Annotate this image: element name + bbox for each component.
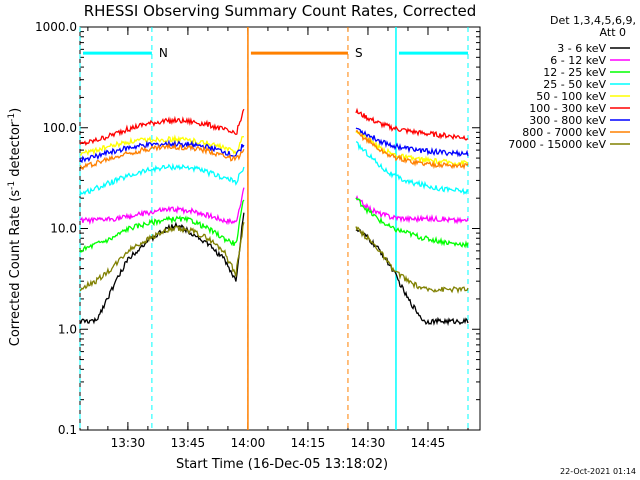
- x-tick-label: 14:15: [291, 436, 326, 450]
- series-line-4: [79, 134, 244, 157]
- series-line-3: [355, 141, 469, 196]
- y-tick-label: 10.0: [50, 222, 77, 236]
- y-tick-label: 1.0: [58, 322, 77, 336]
- y-tick-label: 0.1: [58, 423, 77, 437]
- legend-label: 100 - 300 keV: [529, 102, 606, 115]
- series-line-5: [355, 107, 469, 141]
- y-axis-label-main: Corrected Count Rate (s: [8, 190, 23, 347]
- legend-header-line2: Att 0: [600, 26, 626, 39]
- y-axis-label-exp1: -1: [7, 181, 17, 190]
- marker-label: N: [159, 46, 168, 60]
- series-line-5: [79, 108, 245, 147]
- series-line-8: [355, 226, 469, 295]
- series-line-3: [79, 162, 245, 197]
- series-line-6: [355, 127, 469, 158]
- legend-label: 50 - 100 keV: [536, 90, 606, 103]
- plot-area: 0.1 1.0 10.0 100.0 1000.0 13:30 13:45 14:00 14:1…: [35, 20, 481, 450]
- x-tick-label: 13:30: [111, 436, 146, 450]
- y-tick-label: 1000.0: [35, 20, 77, 34]
- series-line-7: [355, 129, 469, 170]
- y-axis-label-exp2: -1: [7, 113, 17, 122]
- legend-label: 3 - 6 keV: [557, 42, 606, 55]
- legend-label: 6 - 12 keV: [550, 54, 606, 67]
- series-line-7: [79, 142, 245, 171]
- y-axis-label-end: ): [8, 108, 23, 113]
- series-line-0: [79, 212, 245, 325]
- y-axis-label-mid: detector: [8, 121, 23, 181]
- series-line-1: [355, 195, 469, 225]
- series-line-1: [79, 187, 245, 226]
- legend-label: 300 - 800 keV: [529, 114, 606, 127]
- x-tick-label: 14:30: [351, 436, 386, 450]
- y-tick-label: 100.0: [43, 121, 77, 135]
- x-axis-label: Start Time (16-Dec-05 13:18:02): [176, 457, 388, 472]
- marker-label: S: [355, 46, 363, 60]
- legend-header-line1: Det 1,3,4,5,6,9,: [550, 14, 636, 27]
- series-line-2: [355, 197, 469, 249]
- legend-label: 7000 - 15000 keV: [508, 138, 606, 151]
- series-line-6: [79, 139, 245, 164]
- chart-title: RHESSI Observing Summary Count Rates, Co…: [84, 2, 477, 20]
- plot-frame: [79, 26, 481, 431]
- x-tick-label: 14:45: [411, 436, 446, 450]
- series-line-0: [355, 228, 469, 327]
- x-tick-label: 14:00: [231, 436, 266, 450]
- render-timestamp: 22-Oct-2021 01:14: [560, 467, 636, 476]
- legend-label: 800 - 7000 keV: [522, 126, 606, 139]
- x-tick-label: 13:45: [171, 436, 206, 450]
- y-axis-label: Corrected Count Rate (s-1 detector-1): [7, 108, 23, 346]
- series-line-2: [79, 199, 245, 253]
- legend-label: 12 - 25 keV: [543, 66, 606, 79]
- series-line-8: [79, 222, 245, 292]
- legend-label: 25 - 50 keV: [543, 78, 606, 91]
